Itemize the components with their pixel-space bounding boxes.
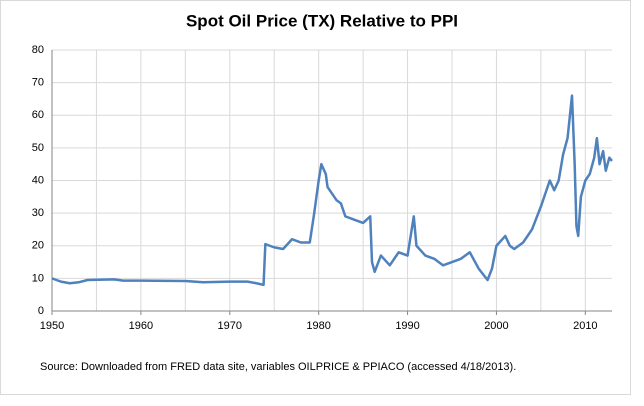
source-note: Source: Downloaded from FRED data site, …	[40, 361, 516, 373]
y-tick-label: 50	[32, 142, 44, 154]
y-tick-label: 70	[32, 77, 44, 89]
y-tick-label: 40	[32, 174, 44, 186]
x-tick-label: 1990	[395, 320, 419, 332]
y-tick-label: 60	[32, 109, 44, 121]
x-tick-label: 1980	[306, 320, 330, 332]
data-line	[51, 94, 613, 287]
y-tick-label: 20	[32, 240, 44, 252]
x-tick-label: 1960	[129, 320, 153, 332]
x-tick-label: 1970	[218, 320, 242, 332]
y-tick-label: 30	[32, 207, 44, 219]
y-tick-label: 10	[32, 272, 44, 284]
x-tick-label: 2000	[484, 320, 508, 332]
x-tick-label: 2010	[573, 320, 597, 332]
y-tick-label: 80	[32, 44, 44, 56]
x-tick-label: 1950	[40, 320, 64, 332]
chart-title: Spot Oil Price (TX) Relative to PPI	[186, 11, 458, 30]
y-tick-label: 0	[38, 305, 44, 317]
